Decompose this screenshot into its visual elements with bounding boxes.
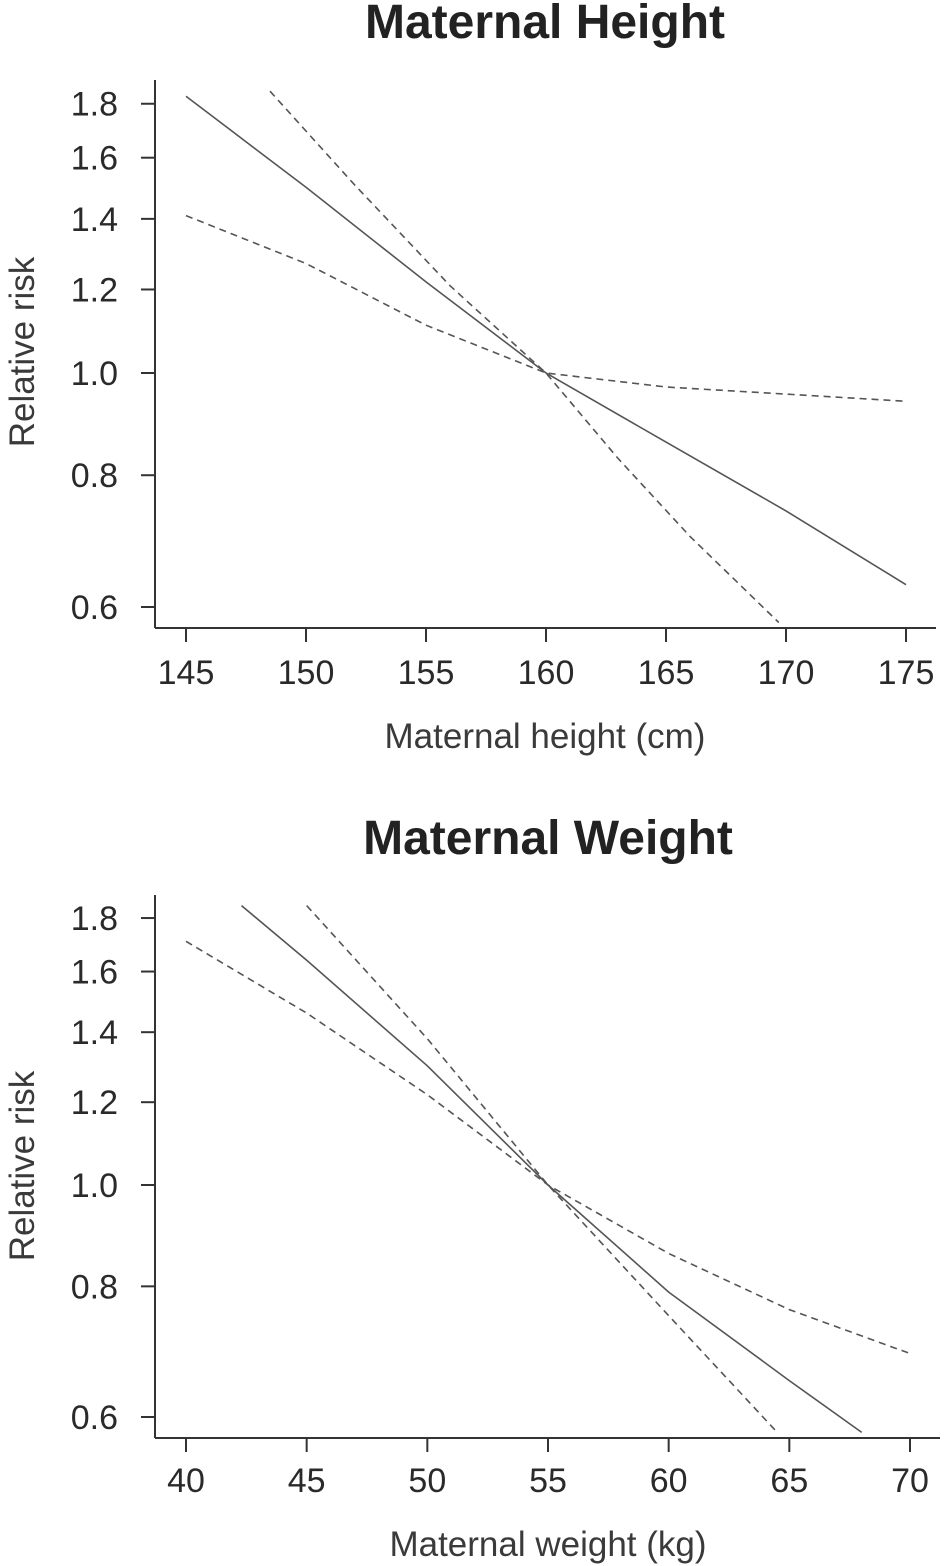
y-tick-label: 0.8 xyxy=(71,457,118,495)
confidence-bound-line xyxy=(269,90,780,624)
axes: 145 150 155 160 165 170 175 0.6 0.8 1.0 1.2 1.4 1.6 1… xyxy=(71,80,936,692)
y-tick-label: 1.8 xyxy=(71,900,118,938)
estimate-line xyxy=(185,95,907,586)
confidence-bound-line xyxy=(306,905,778,1433)
y-tick-label: 1.2 xyxy=(71,271,118,309)
x-tick-label: 60 xyxy=(650,1462,688,1500)
confidence-bound-line xyxy=(185,940,911,1355)
plot-area xyxy=(185,90,907,624)
x-tick-label: 40 xyxy=(167,1462,205,1500)
x-tick-label: 165 xyxy=(638,654,695,692)
y-axis-label: Relative risk xyxy=(3,1070,42,1261)
y-tick-label: 0.6 xyxy=(71,1399,118,1437)
y-tick-label: 1.0 xyxy=(71,355,118,393)
panel-weight: Maternal Weight Maternal weight (kg) Rel… xyxy=(3,812,940,1564)
axes: 40 45 50 55 60 65 70 0.6 0.8 1.0 1.2 1.4 1.6 1.8 xyxy=(71,895,940,1500)
panel-height: Maternal Height Maternal height (cm) Rel… xyxy=(3,0,936,756)
x-tick-label: 55 xyxy=(529,1462,567,1500)
x-tick-label: 175 xyxy=(878,654,935,692)
x-tick-label: 150 xyxy=(278,654,335,692)
x-tick-label: 170 xyxy=(758,654,815,692)
y-tick-label: 1.0 xyxy=(71,1167,118,1205)
x-tick-label: 45 xyxy=(288,1462,326,1500)
y-axis-label: Relative risk xyxy=(3,256,42,447)
x-axis-label: Maternal weight (kg) xyxy=(389,1525,706,1564)
y-tick-label: 1.6 xyxy=(71,140,118,178)
y-tick-label: 0.6 xyxy=(71,589,118,627)
plot-area xyxy=(185,904,911,1434)
y-tick-label: 1.8 xyxy=(71,86,118,124)
x-tick-label: 160 xyxy=(518,654,575,692)
chart-title: Maternal Weight xyxy=(363,812,733,865)
y-tick-label: 1.4 xyxy=(71,1014,118,1052)
y-tick-label: 0.8 xyxy=(71,1268,118,1306)
estimate-line xyxy=(240,904,863,1434)
x-tick-label: 70 xyxy=(891,1462,929,1500)
chart-title: Maternal Height xyxy=(365,0,725,49)
x-tick-label: 50 xyxy=(408,1462,446,1500)
x-axis-label: Maternal height (cm) xyxy=(385,717,706,756)
x-tick-label: 145 xyxy=(158,654,215,692)
x-tick-label: 155 xyxy=(398,654,455,692)
x-tick-label: 65 xyxy=(770,1462,808,1500)
y-tick-label: 1.6 xyxy=(71,954,118,992)
y-tick-label: 1.2 xyxy=(71,1084,118,1122)
y-tick-label: 1.4 xyxy=(71,201,118,239)
